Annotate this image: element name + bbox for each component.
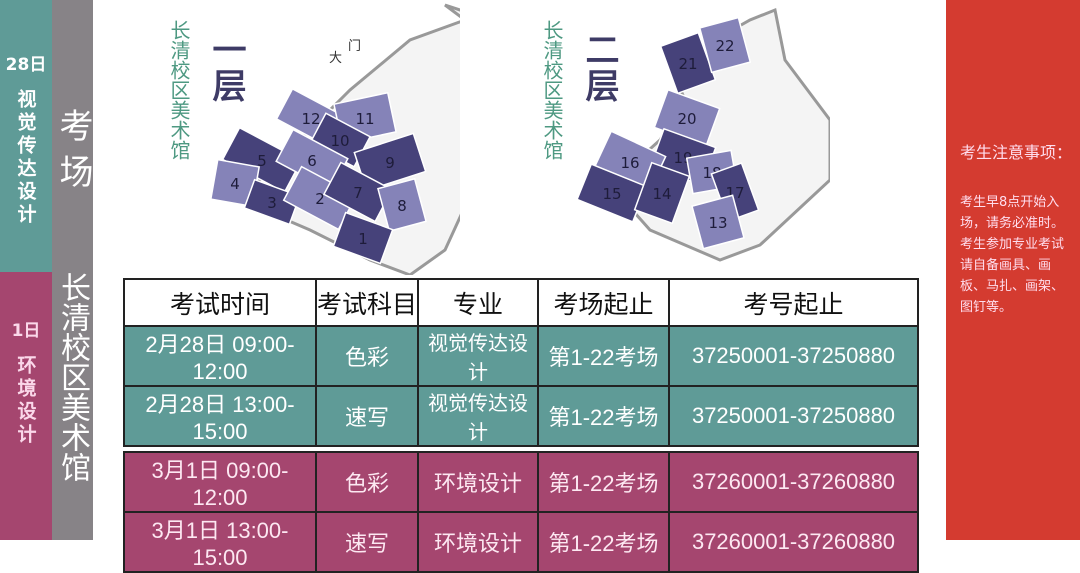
floor1-building-label: 长清校区美术馆 — [167, 20, 191, 160]
cell-subject: 色彩 — [315, 325, 419, 387]
cell-ids: 37250001-37250880 — [668, 385, 919, 447]
cell-time: 2月28日 13:00-15:00 — [123, 385, 317, 447]
cell-subject: 速写 — [315, 385, 419, 447]
room-label: 21 — [678, 55, 697, 73]
cell-ids: 37260001-37260880 — [668, 451, 919, 513]
side-title-top: 考场 — [53, 108, 93, 200]
room-17 — [710, 162, 760, 222]
room-13 — [691, 194, 745, 250]
floor1-label: 一层 — [206, 32, 246, 104]
header-time: 考试时间 — [123, 278, 317, 327]
header-ids: 考号起止 — [668, 278, 919, 327]
band-major: 视觉传达设计 — [14, 89, 37, 227]
cell-subject: 色彩 — [315, 451, 419, 513]
cell-major: 视觉传达设计 — [417, 385, 539, 447]
room-label: 16 — [620, 154, 639, 172]
table-row: 3月1日 13:00-15:00 速写 环境设计 第1-22考场 3726000… — [123, 511, 919, 573]
table-header: 考试时间 考试科目 专业 考场起止 考号起止 — [123, 278, 919, 327]
cell-ids: 37260001-37260880 — [668, 511, 919, 573]
room-22 — [698, 16, 752, 74]
table-row: 2月28日 09:00-12:00 色彩 视觉传达设计 第1-22考场 3725… — [123, 325, 919, 387]
notice-paragraph: 考生参加专业考试请自备画具、画板、马扎、画架、图钉等。 — [960, 237, 1065, 315]
room-9 — [353, 132, 427, 192]
room-label: 15 — [602, 185, 621, 203]
cell-major: 环境设计 — [417, 511, 539, 573]
cell-rooms: 第1-22考场 — [537, 451, 670, 513]
notice-panel: 考生注意事项： 考生早8点开始入场，请务必准时。 考生参加专业考试请自备画具、画… — [946, 0, 1080, 540]
cell-rooms: 第1-22考场 — [537, 325, 670, 387]
floor1-plan: 12 11 10 5 6 9 4 3 2 7 8 1 大门 — [209, 3, 460, 275]
room-label: 22 — [715, 37, 734, 55]
room-label: 2 — [315, 190, 325, 208]
room-label: 20 — [677, 110, 696, 128]
band-day: 1日 — [11, 321, 41, 341]
room-label: 10 — [330, 132, 349, 150]
header-rooms: 考场起止 — [537, 278, 670, 327]
cell-rooms: 第1-22考场 — [537, 385, 670, 447]
cell-rooms: 第1-22考场 — [537, 511, 670, 573]
room-label: 4 — [230, 175, 240, 193]
cell-time: 3月1日 13:00-15:00 — [123, 511, 317, 573]
room-14 — [633, 161, 691, 225]
cell-major: 环境设计 — [417, 451, 539, 513]
floor2-plan: 21222019161815141713 — [576, 7, 830, 262]
cell-major: 视觉传达设计 — [417, 325, 539, 387]
cell-ids: 37250001-37250880 — [668, 325, 919, 387]
room-label: 1 — [358, 230, 368, 248]
band-day: 28日 — [5, 55, 47, 75]
room-label: 7 — [353, 184, 363, 202]
room-8 — [377, 177, 427, 233]
header-major: 专业 — [417, 278, 539, 327]
cell-time: 3月1日 09:00-12:00 — [123, 451, 317, 513]
side-title-bottom: 长清校区美术馆 — [55, 272, 90, 482]
band-environment-design: 1日 环境设计 — [0, 272, 52, 540]
room-label: 12 — [301, 110, 320, 128]
room-label: 13 — [708, 214, 727, 232]
room-label: 8 — [397, 197, 407, 215]
exam-schedule-table: 考试时间 考试科目 专业 考场起止 考号起止 2月28日 09:00-12:00… — [123, 278, 919, 573]
room-label: 14 — [652, 185, 671, 203]
room-1 — [332, 211, 394, 265]
table-row: 3月1日 09:00-12:00 色彩 环境设计 第1-22考场 3726000… — [123, 451, 919, 513]
room-3 — [243, 178, 301, 226]
side-title: 考场 长清校区美术馆 — [52, 0, 93, 540]
room-label: 11 — [355, 110, 374, 128]
floor2-building-label: 长清校区美术馆 — [540, 20, 564, 160]
cell-time: 2月28日 09:00-12:00 — [123, 325, 317, 387]
cell-subject: 速写 — [315, 511, 419, 573]
table-row: 2月28日 13:00-15:00 速写 视觉传达设计 第1-22考场 3725… — [123, 385, 919, 447]
room-label: 3 — [267, 194, 277, 212]
floor2-label: 二层 — [579, 32, 619, 104]
band-visual-design: 28日 视觉传达设计 — [0, 0, 52, 272]
notice-paragraph: 考生早8点开始入场，请务必准时。 — [960, 195, 1065, 231]
room-label: 6 — [307, 152, 317, 170]
notice-title: 考生注意事项： — [960, 143, 1073, 162]
entrance-label: 大 — [329, 51, 342, 66]
entrance-label: 门 — [348, 39, 361, 54]
room-label: 9 — [385, 154, 395, 172]
header-subject: 考试科目 — [315, 278, 419, 327]
room-label: 5 — [257, 152, 267, 170]
band-major: 环境设计 — [14, 355, 37, 447]
